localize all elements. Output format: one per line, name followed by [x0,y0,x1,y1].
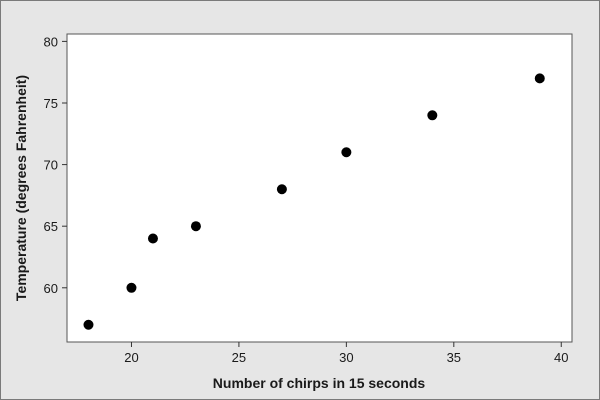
data-point [83,319,94,330]
plot-area [66,33,573,343]
y-tick-label: 75 [44,96,58,111]
x-tick-label: 20 [124,350,138,365]
x-tick-label: 35 [447,350,461,365]
data-point [534,73,545,84]
y-axis-title: Temperature (degrees Fahrenheit) [13,75,29,301]
data-point [276,184,287,195]
y-tick-label: 80 [44,34,58,49]
data-point [126,282,137,293]
x-axis: 20 25 30 35 40 [124,342,568,365]
y-tick-label: 60 [44,281,58,296]
y-tick-label: 65 [44,219,58,234]
x-tick-label: 25 [232,350,246,365]
x-tick-label: 40 [554,350,568,365]
x-tick-label: 30 [339,350,353,365]
data-point [190,221,201,232]
data-point [427,110,438,121]
y-tick-label: 70 [44,158,58,173]
data-point [341,147,352,158]
data-point [147,233,158,244]
x-axis-title: Number of chirps in 15 seconds [213,375,426,391]
data-points [83,73,545,330]
y-axis: 60 65 70 75 80 [44,34,67,296]
